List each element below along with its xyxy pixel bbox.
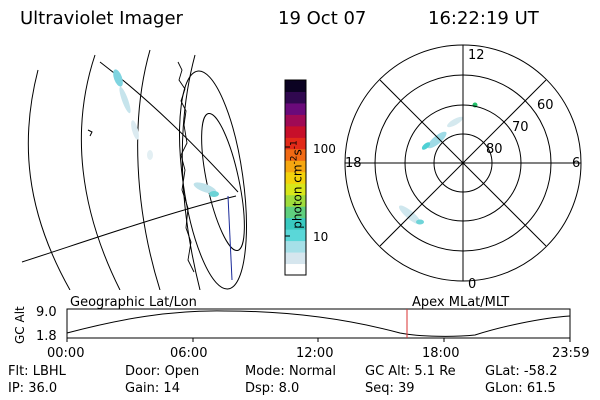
ring-label-60: 60	[537, 98, 554, 113]
geographic-label: Geographic Lat/Lon	[70, 295, 197, 310]
status-gain-label: Gain:	[125, 381, 160, 396]
xtick-0600: 06:00	[170, 346, 208, 361]
unit-exp-2: -1	[289, 140, 300, 150]
colorbar-stripe	[285, 137, 306, 150]
status-door-value: Open	[164, 364, 200, 379]
colorbar-stripe	[285, 125, 306, 138]
status-dsp-value: 8.0	[278, 381, 300, 396]
colorbar-stripe	[285, 80, 306, 92]
colorbar-stripe	[285, 263, 306, 276]
colorbar-stripe	[285, 229, 306, 242]
status-mode-value: Normal	[288, 364, 336, 379]
mlt-label-0: 0	[468, 277, 477, 292]
status-gain: Gain: 14	[125, 382, 180, 395]
grid-line	[137, 49, 161, 290]
xtick-0000: 00:00	[47, 346, 85, 361]
xtick-1800: 18:00	[422, 346, 460, 361]
geographic-image	[21, 49, 247, 290]
status-gain-value: 14	[163, 381, 180, 396]
xtick-2359: 23:59	[552, 346, 590, 361]
mlt-label-6: 6	[572, 156, 581, 171]
colorbar-unit-label: photon cm-2s-1	[290, 110, 305, 260]
status-glat-label: GLat:	[485, 364, 520, 379]
mlt-label-18: 18	[345, 156, 362, 171]
ring-label-70: 70	[512, 120, 529, 135]
mlt-label-12: 12	[468, 48, 485, 63]
gc-alt-axis-label: GC Alt	[13, 306, 27, 344]
status-glon-label: GLon:	[485, 381, 523, 396]
colorbar-stripe	[285, 252, 306, 265]
color-bar	[285, 80, 306, 276]
status-flt-label: Flt:	[8, 364, 29, 379]
orbit-plot	[66, 308, 571, 342]
status-gcalt-label: GC Alt:	[365, 364, 411, 379]
colorbar-tick-100: 100	[313, 142, 336, 156]
xtick-1200: 12:00	[296, 346, 334, 361]
altitude-curve	[66, 310, 571, 337]
colorbar-stripe	[285, 102, 306, 115]
colorbar-stripe	[285, 217, 306, 230]
colorbar-tick-10: 10	[313, 230, 329, 244]
status-mode-label: Mode:	[245, 364, 285, 379]
colorbar-stripe	[285, 171, 306, 184]
status-ip-label: IP:	[8, 381, 25, 396]
status-ip-value: 36.0	[28, 381, 58, 396]
status-mode: Mode: Normal	[245, 365, 336, 378]
status-flt: Flt: LBHL	[8, 365, 66, 378]
status-gcalt-value: 5.1 Re	[414, 364, 456, 379]
grid-line	[80, 54, 121, 290]
colorbar-stripe	[285, 160, 306, 173]
ring-label-80: 80	[486, 142, 503, 157]
grid-line	[181, 54, 201, 290]
coastline	[177, 61, 195, 273]
polar-plot	[344, 44, 582, 282]
limb-segment	[227, 195, 233, 281]
date-label: 19 Oct 07	[278, 8, 367, 29]
aurora-emission	[113, 69, 219, 197]
time-label: 16:22:19 UT	[428, 8, 539, 29]
ytick-9: 9.0	[36, 305, 57, 320]
status-glat-value: -58.2	[523, 364, 558, 379]
unit-s: s	[290, 149, 305, 156]
apex-label: Apex MLat/MLT	[412, 295, 510, 310]
status-seq-label: Seq:	[365, 381, 394, 396]
status-door-label: Door:	[125, 364, 161, 379]
status-flt-value: LBHL	[32, 364, 66, 379]
colorbar-stripe	[285, 206, 306, 219]
ytick-1.8: 1.8	[36, 329, 57, 344]
status-ip: IP: 36.0	[8, 382, 57, 395]
colorbar-stripe	[285, 183, 306, 196]
colorbar-stripe	[285, 240, 306, 253]
x-ticks	[66, 338, 571, 342]
status-glon: GLon: 61.5	[485, 382, 556, 395]
status-seq-value: 39	[398, 381, 415, 396]
colorbar-stripe	[285, 91, 306, 104]
unit-text: photon cm	[290, 164, 305, 229]
polar-aurora	[398, 102, 478, 225]
colorbar-stripe	[285, 148, 306, 161]
status-gcalt: GC Alt: 5.1 Re	[365, 365, 456, 378]
grid-line	[21, 195, 237, 263]
status-seq: Seq: 39	[365, 382, 415, 395]
status-glon-value: 61.5	[526, 381, 556, 396]
coastline	[87, 129, 93, 137]
grid-line	[27, 69, 71, 290]
status-dsp: Dsp: 8.0	[245, 382, 299, 395]
unit-exp-1: -2	[289, 155, 300, 165]
terminator-line	[201, 112, 245, 252]
colorbar-stripe	[285, 194, 306, 207]
status-door: Door: Open	[125, 365, 199, 378]
status-dsp-label: Dsp:	[245, 381, 275, 396]
colorbar-stripe	[285, 114, 306, 127]
instrument-title: Ultraviolet Imager	[20, 8, 183, 29]
status-glat: GLat: -58.2	[485, 365, 558, 378]
